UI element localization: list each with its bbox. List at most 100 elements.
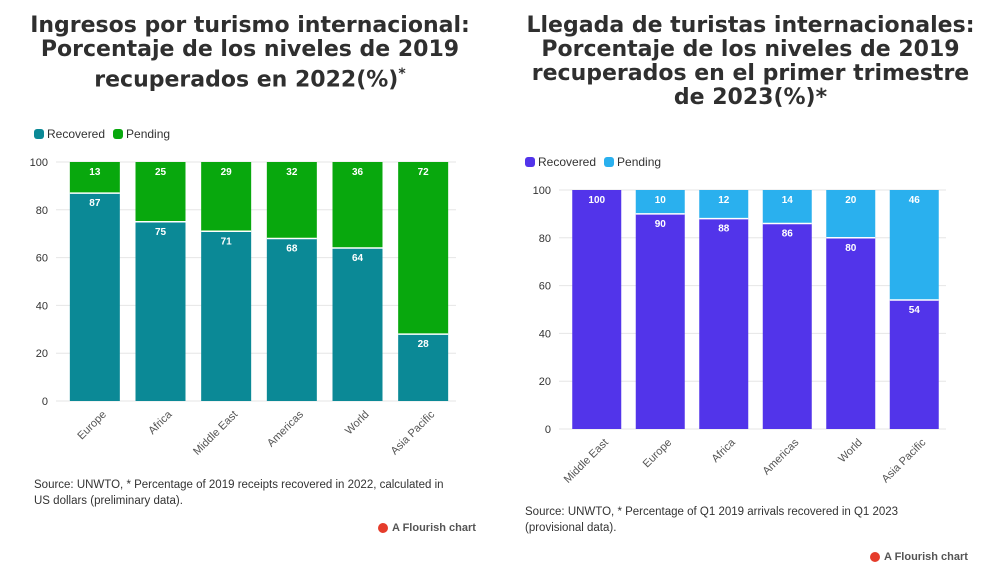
legend-swatch-pending [604, 157, 615, 167]
bar-segment-pending[interactable] [762, 190, 812, 224]
y-tick-label: 0 [42, 396, 48, 408]
bar-segment-pending[interactable] [826, 190, 876, 238]
bar-segment-recovered[interactable] [699, 218, 749, 429]
legend-swatch-recovered [525, 157, 535, 167]
data-label: 20 [845, 195, 857, 206]
data-label: 71 [221, 236, 233, 247]
title-line-1: Ingresos por turismo internacional: [30, 13, 470, 38]
flourish-logo-icon [870, 552, 880, 562]
y-tick-label: 60 [36, 253, 48, 265]
y-tick-label: 20 [36, 348, 48, 360]
x-tick-label: Europe [75, 409, 109, 443]
chart-title: Llegada de turistas internacionales: Por… [500, 14, 1001, 110]
data-label: 80 [845, 243, 857, 254]
data-label: 72 [418, 167, 430, 178]
x-tick-label: Africa [146, 408, 175, 437]
legend-label-recovered: Recovered [47, 127, 106, 141]
data-label: 32 [286, 167, 298, 178]
y-tick-label: 60 [539, 281, 551, 293]
data-label: 29 [221, 167, 233, 178]
legend-item-pending[interactable]: Pending [113, 127, 170, 141]
flourish-logo-icon [378, 523, 388, 533]
bar-segment-pending[interactable] [635, 190, 685, 214]
bar-segment-pending[interactable] [135, 162, 186, 222]
source-note: Source: UNWTO, * Percentage of Q1 2019 a… [525, 506, 899, 534]
bar-segment-recovered[interactable] [332, 248, 383, 401]
flourish-credit[interactable]: A Flourish chart [870, 551, 968, 563]
bar-segment-pending[interactable] [699, 190, 749, 219]
legend: Recovered Pending [34, 127, 178, 141]
title-line-3: recuperados en 2022(%) [94, 67, 399, 93]
flourish-credit-label: A Flourish chart [392, 522, 476, 534]
legend-item-pending[interactable]: Pending [604, 155, 661, 169]
y-tick-label: 100 [533, 185, 551, 197]
bar-segment-pending[interactable] [332, 162, 383, 249]
y-tick-label: 40 [36, 300, 48, 312]
data-label: 10 [655, 195, 667, 206]
data-label: 14 [782, 195, 794, 206]
x-tick-label: Asia Pacific [880, 436, 929, 485]
bar-segment-recovered[interactable] [69, 193, 120, 401]
flourish-credit[interactable]: A Flourish chart [378, 522, 476, 534]
bar-segment-recovered[interactable] [762, 223, 812, 429]
title-line-1: Llegada de turistas internacionales: [526, 13, 975, 38]
bar-segment-recovered[interactable] [635, 213, 685, 429]
data-label: 90 [655, 219, 667, 230]
data-label: 68 [286, 243, 298, 254]
chart-panel-receipts: Ingresos por turismo internacional: Porc… [0, 0, 500, 572]
y-tick-label: 100 [30, 157, 48, 169]
bar-segment-pending[interactable] [398, 162, 449, 335]
x-tick-label: World [343, 409, 372, 438]
stacked-bar-chart-arrivals: 0 20 40 60 80 100 100 Middle East 90 10 Europe 88 12… [533, 185, 946, 486]
data-label: 36 [352, 167, 364, 178]
legend: Recovered Pending [525, 155, 669, 169]
data-label: 13 [89, 167, 101, 178]
bar-segment-recovered[interactable] [889, 299, 939, 429]
data-label: 75 [155, 227, 167, 238]
x-tick-label: World [836, 437, 865, 466]
bar-segment-pending[interactable] [69, 162, 120, 194]
y-tick-label: 0 [545, 424, 551, 436]
legend-item-recovered[interactable]: Recovered [525, 155, 596, 169]
bar-segment-recovered[interactable] [826, 237, 876, 429]
y-tick-label: 20 [539, 376, 551, 388]
stacked-bar-chart-receipts: 0 20 40 60 80 100 87 13 Europe 75 25 Africa 71 29 Midd… [30, 157, 456, 458]
bar-segment-recovered[interactable] [201, 231, 252, 401]
data-label: 25 [155, 167, 167, 178]
bar-segment-recovered[interactable] [135, 221, 186, 401]
data-label: 86 [782, 228, 794, 239]
y-tick-label: 40 [539, 328, 551, 340]
legend-swatch-recovered [34, 129, 44, 139]
bar-segment-pending[interactable] [201, 162, 252, 232]
legend-label-pending: Pending [617, 155, 662, 169]
bar-segment-pending[interactable] [266, 162, 317, 239]
flourish-credit-label: A Flourish chart [884, 551, 968, 563]
source-note: Source: UNWTO, * Percentage of 2019 rece… [34, 479, 444, 507]
data-label: 87 [89, 198, 101, 209]
data-label: 54 [909, 305, 921, 316]
bar-segment-pending[interactable] [889, 190, 939, 300]
legend-item-recovered[interactable]: Recovered [34, 127, 105, 141]
x-tick-label: Europe [641, 437, 675, 471]
x-tick-label: Middle East [562, 437, 611, 486]
x-tick-label: Middle East [191, 409, 240, 458]
x-tick-label: Africa [709, 436, 738, 465]
x-tick-label: Asia Pacific [389, 408, 438, 457]
chart-panel-arrivals: Llegada de turistas internacionales: Por… [500, 0, 1001, 572]
data-label: 100 [588, 195, 605, 206]
x-tick-label: Americas [760, 436, 801, 477]
data-label: 28 [418, 339, 430, 350]
title-asterisk: * [398, 66, 406, 82]
data-label: 64 [352, 253, 364, 264]
chart-title: Ingresos por turismo internacional: Porc… [0, 14, 500, 92]
legend-label-pending: Pending [126, 127, 171, 141]
title-line-4: de 2023(%)* [673, 85, 828, 110]
data-label: 88 [718, 224, 730, 235]
title-line-3: recuperados en el primer trimestre [531, 61, 970, 86]
bar-segment-recovered[interactable] [266, 238, 317, 401]
bar-segment-recovered[interactable] [398, 334, 449, 401]
x-tick-label: Americas [265, 408, 306, 449]
data-label: 46 [909, 195, 921, 206]
bar-segment-recovered[interactable] [572, 190, 622, 429]
legend-swatch-pending [113, 129, 124, 139]
